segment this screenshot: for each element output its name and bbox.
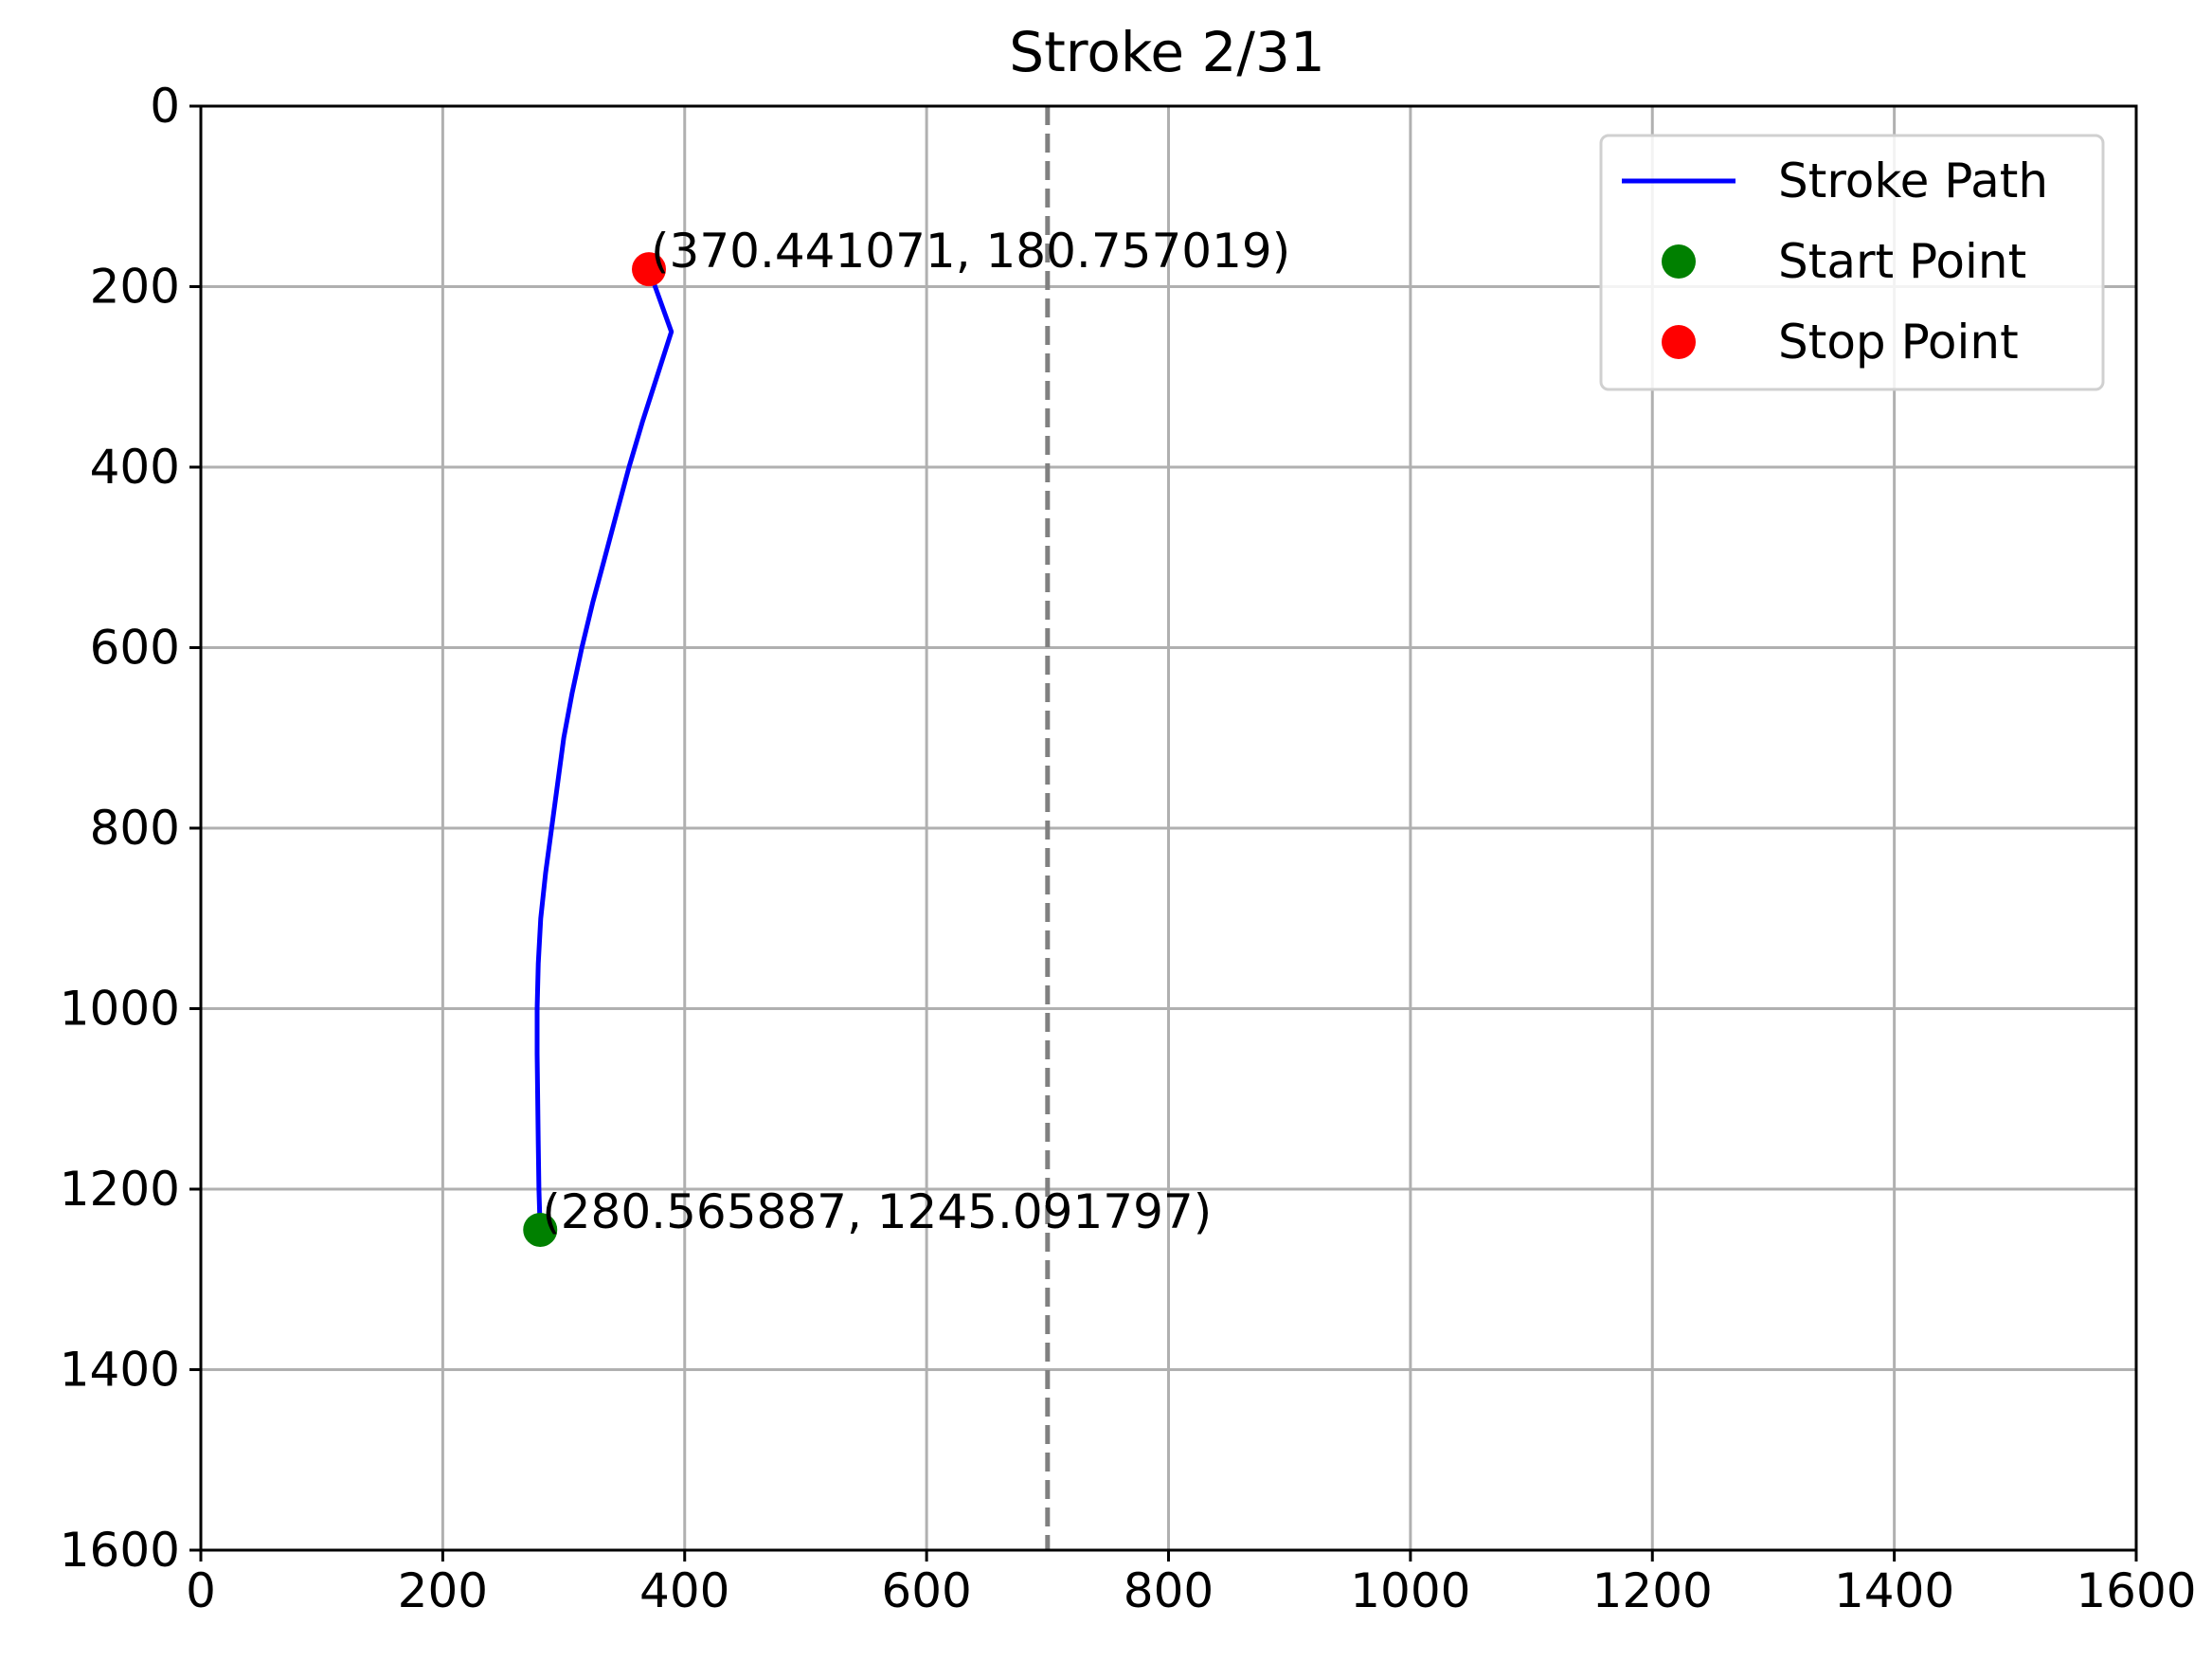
y-tick-label: 1200 [60, 1162, 180, 1217]
axis-ticks: 0 200 400 600 800 1000 1200 1400 160002004006008… [60, 79, 2197, 1618]
x-tick-label: 600 [881, 1563, 971, 1618]
y-tick-label: 1600 [60, 1523, 180, 1578]
legend-label: Stroke Path [1778, 153, 2048, 208]
x-tick-label: 1400 [1834, 1563, 1954, 1618]
y-tick-label: 1000 [60, 982, 180, 1037]
stop-point-marker [632, 252, 667, 287]
y-tick-label: 400 [90, 440, 180, 495]
x-tick-label: 1600 [2076, 1563, 2196, 1618]
series-layer [523, 252, 674, 1247]
annotations: (370.441071, 180.757019) (280.565887, 124… [542, 224, 1290, 1239]
y-tick-label: 0 [150, 79, 180, 134]
x-tick-label: 800 [1124, 1563, 1214, 1618]
legend-label: Start Point [1778, 234, 2026, 289]
y-tick-label: 200 [90, 260, 180, 315]
chart-title: Stroke 2/31 [1009, 20, 1325, 84]
point-annotation: (370.441071, 180.757019) [651, 224, 1290, 279]
legend-marker-swatch [1662, 325, 1696, 359]
point-annotation: (280.565887, 1245.091797) [542, 1184, 1212, 1239]
y-tick-label: 1400 [60, 1343, 180, 1398]
legend-marker-swatch [1662, 244, 1696, 279]
x-tick-label: 400 [639, 1563, 729, 1618]
y-tick-label: 800 [90, 801, 180, 856]
legend: Stroke Path Start Point Stop Point [1599, 134, 2105, 391]
x-tick-label: 0 [186, 1563, 216, 1618]
x-tick-label: 200 [398, 1563, 488, 1618]
x-tick-label: 1000 [1350, 1563, 1470, 1618]
start-point-marker [523, 1212, 558, 1247]
legend-label: Stop Point [1778, 315, 2019, 370]
x-tick-label: 1200 [1592, 1563, 1713, 1618]
stroke-path-line [534, 268, 674, 1231]
y-tick-label: 600 [90, 621, 180, 676]
legend-box [1599, 134, 2105, 391]
